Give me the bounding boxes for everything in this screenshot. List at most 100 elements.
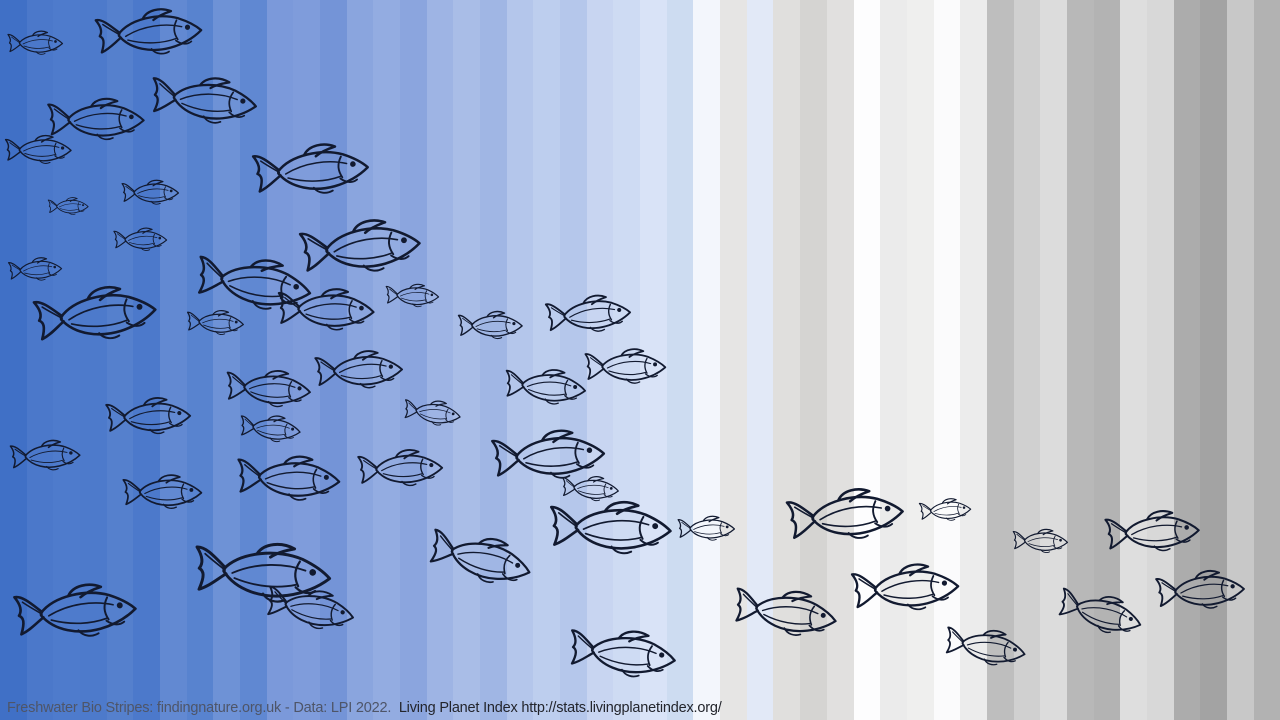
fish-illustration: [119, 178, 181, 207]
fish-illustration: [101, 393, 194, 439]
fish-illustration: [541, 289, 636, 338]
stripe: [426, 0, 454, 720]
fish-illustration: [259, 577, 362, 639]
stripe: [1040, 0, 1067, 720]
stripe: [186, 0, 214, 720]
fish-icon: [5, 29, 65, 57]
stripe: [1200, 0, 1227, 720]
fish-illustration: [916, 495, 973, 524]
stripe: [26, 0, 54, 720]
fish-illustration: [561, 619, 683, 687]
fish-icon: [101, 393, 194, 439]
stripe: [533, 0, 561, 720]
stripe: [213, 0, 241, 720]
fish-illustration: [499, 363, 590, 412]
fish-illustration: [111, 226, 169, 253]
fish-icon: [119, 178, 181, 207]
fish-icon: [455, 309, 525, 342]
fish-icon: [383, 281, 442, 310]
fish-illustration: [272, 284, 379, 337]
fish-illustration: [419, 518, 541, 598]
stripe: [720, 0, 747, 720]
fish-icon: [6, 437, 83, 475]
fish-icon: [1050, 579, 1150, 646]
fish-icon: [561, 619, 683, 687]
fish-illustration: [231, 449, 346, 507]
fish-icon: [119, 472, 205, 512]
fish-icon: [1010, 526, 1071, 556]
stripe: [666, 0, 694, 720]
fish-icon: [675, 514, 737, 543]
fish-illustration: [1100, 506, 1204, 559]
stripe: [480, 0, 507, 720]
stripe: [693, 0, 721, 720]
fish-illustration: [119, 472, 205, 512]
stripe: [613, 0, 641, 720]
stripe: [80, 0, 107, 720]
fish-icon: [419, 518, 541, 598]
fish-icon: [938, 619, 1032, 675]
fish-icon: [246, 137, 375, 204]
fish-icon: [541, 289, 636, 338]
caption: Freshwater Bio Stripes: findingnature.or…: [7, 700, 722, 717]
stripe: [400, 0, 427, 720]
fish-icon: [399, 393, 464, 430]
caption-index-link-text: Living Planet Index http://stats.livingp…: [398, 700, 722, 716]
fish-illustration: [310, 346, 406, 394]
fish-illustration: [89, 2, 207, 64]
fish-icon: [846, 558, 965, 618]
stripe: [453, 0, 481, 720]
fish-illustration: [5, 255, 64, 285]
fish-illustration: [2, 133, 74, 167]
fish-illustration: [353, 445, 446, 491]
fish-illustration: [1050, 579, 1150, 646]
fish-icon: [1100, 506, 1204, 559]
stripe: [160, 0, 187, 720]
stripe: [826, 0, 854, 720]
fish-illustration: [236, 409, 305, 447]
fish-illustration: [1010, 526, 1071, 556]
stripe: [320, 0, 347, 720]
fish-illustration: [26, 277, 164, 352]
fish-icon: [543, 495, 677, 561]
fish-illustration: [780, 480, 911, 550]
fish-illustration: [383, 281, 442, 310]
fish-icon: [183, 306, 246, 338]
fish-illustration: [46, 196, 90, 217]
fish-icon: [5, 255, 64, 285]
fish-icon: [236, 409, 305, 447]
fish-icon: [1151, 565, 1249, 615]
fish-icon: [780, 480, 911, 550]
fish-icon: [259, 577, 362, 639]
fish-illustration: [938, 619, 1032, 675]
fish-illustration: [399, 393, 464, 430]
stripe: [0, 0, 27, 720]
fish-illustration: [246, 137, 375, 204]
fish-icon: [310, 346, 406, 394]
stripe: [1013, 0, 1041, 720]
fish-icon: [726, 577, 845, 646]
fish-illustration: [1151, 565, 1249, 615]
fish-illustration: [143, 67, 263, 132]
fish-illustration: [221, 363, 316, 412]
fish-icon: [89, 2, 207, 64]
fish-illustration: [7, 577, 143, 648]
fish-icon: [916, 495, 973, 524]
fish-icon: [353, 445, 446, 491]
caption-source-text: Freshwater Bio Stripes: findingnature.or…: [7, 700, 399, 716]
fish-illustration: [455, 309, 525, 342]
fish-illustration: [6, 437, 83, 475]
fish-icon: [272, 284, 379, 337]
fish-icon: [581, 346, 669, 387]
fish-illustration: [675, 514, 737, 543]
stripe: [240, 0, 267, 720]
fish-icon: [499, 363, 590, 412]
stripe: [133, 0, 161, 720]
fish-icon: [231, 449, 346, 507]
fish-illustration: [581, 346, 669, 387]
fish-icon: [2, 133, 74, 167]
fish-illustration: [846, 558, 965, 618]
fish-icon: [143, 67, 263, 132]
